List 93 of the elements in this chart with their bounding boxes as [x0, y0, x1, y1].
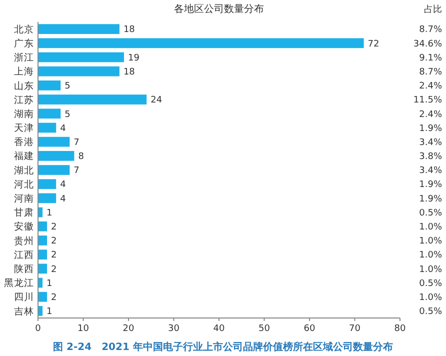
data-label: 2	[51, 236, 57, 247]
data-label: 1	[46, 278, 52, 289]
x-tick-label: 80	[394, 324, 406, 334]
y-tick-label: 黑龙江	[4, 277, 34, 290]
bar	[38, 165, 70, 175]
text: 2.4%	[419, 82, 442, 92]
x-tick-label: 50	[258, 324, 270, 334]
text: 1.9%	[419, 194, 442, 204]
bar	[38, 150, 74, 161]
text: 3.4%	[419, 138, 442, 148]
x-tick-label: 30	[168, 324, 180, 334]
data-label: 2	[51, 264, 57, 275]
text: 8.7%	[419, 67, 442, 78]
y-tick-label: 江苏	[14, 94, 34, 106]
x-tick-label: 70	[349, 324, 361, 334]
text: 0.5%	[419, 307, 442, 318]
text: 3.4%	[419, 166, 442, 176]
data-label: 5	[64, 82, 70, 92]
x-tick-label: 0	[35, 324, 42, 334]
caption: 图 2-24 2021 年中国电子行业上市公司品牌价值榜所在区域公司数量分布	[53, 341, 393, 353]
text: 0.5%	[419, 278, 442, 289]
data-label: 7	[74, 138, 80, 148]
text: 1.9%	[419, 124, 442, 134]
bar	[38, 80, 61, 90]
data-label: 4	[60, 194, 66, 204]
y-tick-label: 山东	[14, 80, 34, 92]
bar	[38, 122, 56, 133]
data-label: 1	[46, 208, 52, 218]
y-tick-label: 湖北	[14, 164, 34, 176]
bar	[38, 136, 70, 147]
y-tick-label: 陕西	[14, 262, 34, 275]
text: 1.0%	[419, 236, 442, 247]
text: 1.0%	[419, 222, 442, 233]
text: 占比	[424, 4, 442, 15]
data-label: 19	[128, 53, 140, 64]
text: 11.5%	[413, 96, 442, 106]
text: 1.0%	[419, 293, 442, 304]
data-label: 2	[51, 293, 57, 304]
text: 9.1%	[419, 53, 442, 64]
bar	[38, 221, 48, 232]
y-tick-label: 天津	[14, 122, 34, 134]
y-tick-label: 吉林	[14, 305, 34, 318]
text: 1.9%	[419, 180, 442, 190]
text: 1.0%	[419, 264, 442, 275]
bar	[38, 292, 48, 302]
text: 0.5%	[419, 208, 442, 218]
bar	[38, 250, 48, 260]
data-label: 4	[60, 180, 66, 190]
y-tick-label: 贵州	[14, 234, 34, 247]
bar	[38, 94, 147, 104]
text: 34.6%	[413, 39, 442, 50]
y-tick-label: 四川	[14, 291, 34, 304]
y-tick-label: 香港	[14, 136, 34, 148]
text: 1.0%	[419, 250, 442, 261]
bar	[38, 193, 56, 204]
bar	[38, 264, 48, 274]
bar	[38, 24, 120, 34]
text: 8.7%	[419, 25, 442, 36]
data-label: 72	[368, 39, 380, 50]
y-tick-label: 北京	[14, 23, 34, 36]
data-label: 8	[78, 152, 84, 162]
data-label: 2	[51, 250, 57, 261]
bar	[38, 236, 48, 246]
y-tick-label: 浙江	[14, 52, 34, 64]
data-label: 18	[123, 67, 136, 78]
bar	[38, 179, 56, 190]
data-label: 7	[74, 166, 80, 176]
x-tick-label: 20	[122, 324, 134, 334]
y-tick-label: 河北	[14, 178, 34, 190]
data-label: 4	[60, 124, 66, 134]
data-label: 24	[150, 96, 162, 106]
data-label: 2	[51, 222, 57, 233]
x-tick-label: 40	[213, 324, 225, 334]
data-label: 18	[123, 25, 136, 36]
y-tick-label: 上海	[14, 66, 34, 78]
text: 2.4%	[419, 110, 442, 120]
y-tick-label: 广东	[14, 37, 34, 50]
chart-title: 各地区公司数量分布	[174, 3, 264, 15]
x-tick-label: 10	[78, 324, 90, 334]
y-tick-label: 河南	[14, 192, 34, 205]
y-tick-label: 安徽	[14, 220, 34, 233]
data-label: 1	[46, 307, 52, 318]
bar	[38, 38, 364, 48]
bar	[38, 52, 124, 62]
bar	[38, 108, 61, 119]
y-tick-label: 江西	[14, 248, 34, 261]
data-label: 5	[64, 110, 70, 120]
y-tick-label: 福建	[14, 150, 34, 162]
x-tick-label: 60	[304, 324, 316, 334]
y-tick-label: 甘肃	[14, 206, 34, 219]
text: 3.8%	[419, 152, 442, 162]
bar	[38, 66, 120, 76]
y-tick-label: 湖南	[14, 108, 34, 120]
